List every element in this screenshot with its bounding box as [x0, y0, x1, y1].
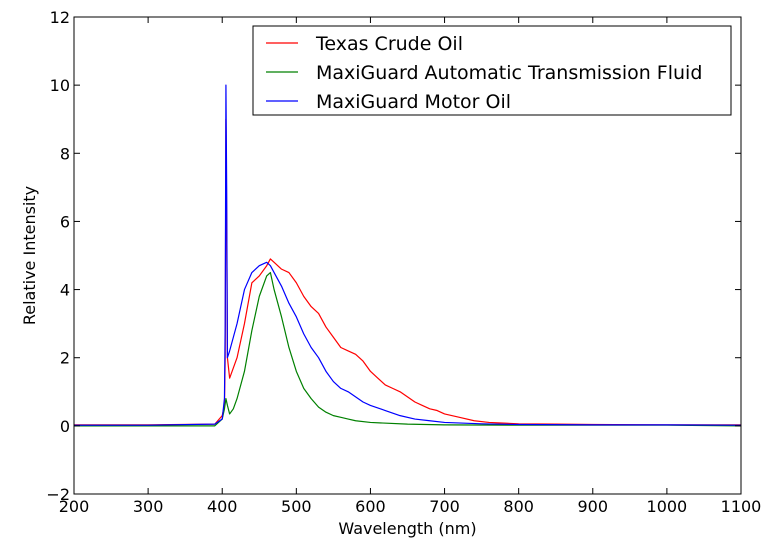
legend-label-2: MaxiGuard Motor Oil [316, 91, 511, 113]
y-tick-label: 4 [60, 281, 70, 300]
x-tick-label: 900 [578, 497, 609, 516]
plot-frame [73, 16, 742, 495]
x-tick-label: 1000 [647, 497, 688, 516]
x-tick-label: 300 [133, 497, 164, 516]
y-tick-label: 6 [60, 212, 70, 231]
x-tick-label: 700 [429, 497, 460, 516]
legend-box [252, 25, 732, 116]
legend: Texas Crude Oil MaxiGuard Automatic Trans… [252, 25, 732, 116]
y-tick-label: 2 [60, 349, 70, 368]
y-tick-label: −2 [46, 485, 70, 504]
series-line-1 [74, 271, 742, 427]
x-tick-label: 1100 [721, 497, 762, 516]
series-layer [74, 84, 742, 427]
x-tick-label: 800 [503, 497, 534, 516]
x-axis-label: Wavelength (nm) [338, 519, 476, 538]
x-tick-label: 200 [59, 497, 90, 516]
ticks-layer: 200 300 400 500 600 700 800 900 1000 1100 −2 0 2 4 6 8 1… [46, 8, 761, 516]
y-axis-label: Relative Intensity [20, 186, 39, 325]
legend-label-0: Texas Crude Oil [315, 33, 463, 55]
x-tick-label: 400 [207, 497, 238, 516]
x-tick-label: 500 [281, 497, 312, 516]
y-tick-label: 10 [50, 76, 70, 95]
y-tick-label: 8 [60, 144, 70, 163]
legend-label-1: MaxiGuard Automatic Transmission Fluid [316, 62, 702, 84]
x-tick-label: 600 [355, 497, 386, 516]
y-tick-label: 12 [50, 8, 70, 27]
series-line-2 [74, 84, 742, 426]
y-tick-label: 0 [60, 417, 70, 436]
